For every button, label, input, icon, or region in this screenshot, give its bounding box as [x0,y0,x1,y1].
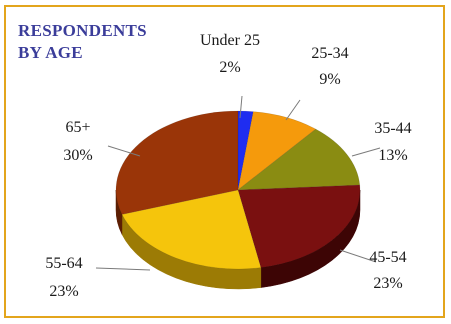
pie-slice-1 [237,111,317,191]
slice-percent-1: 9% [319,71,340,88]
pie-slice-2 [237,128,361,191]
slice-percent-5: 30% [63,147,92,164]
slice-label-2: 35-44 [374,120,411,137]
slice-label-4: 55-64 [45,255,82,272]
slice-label-3: 45-54 [369,249,406,266]
slice-percent-2: 13% [378,147,407,164]
leader-line-0 [239,95,243,119]
slice-label-1: 25-34 [311,45,348,62]
chart-title-line-1: RESPONDENTS [18,21,147,40]
pie-slice-0 [237,110,254,191]
slice-label-0: Under 25 [200,32,260,49]
leader-line-5 [107,145,141,157]
slice-percent-0: 2% [219,59,240,76]
pie-top-layer [115,110,361,270]
chart-title: RESPONDENTS BY AGE [18,20,147,64]
slice-percent-3: 23% [373,275,402,292]
leader-lines [95,95,381,271]
chart-title-line-2: BY AGE [18,43,83,62]
pie-slice-3 [237,184,361,268]
leader-line-4 [95,267,151,271]
slice-percent-4: 23% [49,283,78,300]
slice-label-5: 65+ [65,119,90,136]
pie-slice-5 [115,110,239,215]
leader-line-3 [339,249,377,263]
slice-labels: Under 25 2% 25-34 9% 35-44 13% 45-54 23% 55-64 23… [45,32,411,300]
leader-line-2 [351,147,381,157]
leader-line-1 [285,99,301,121]
pie-slice-4 [121,189,262,270]
